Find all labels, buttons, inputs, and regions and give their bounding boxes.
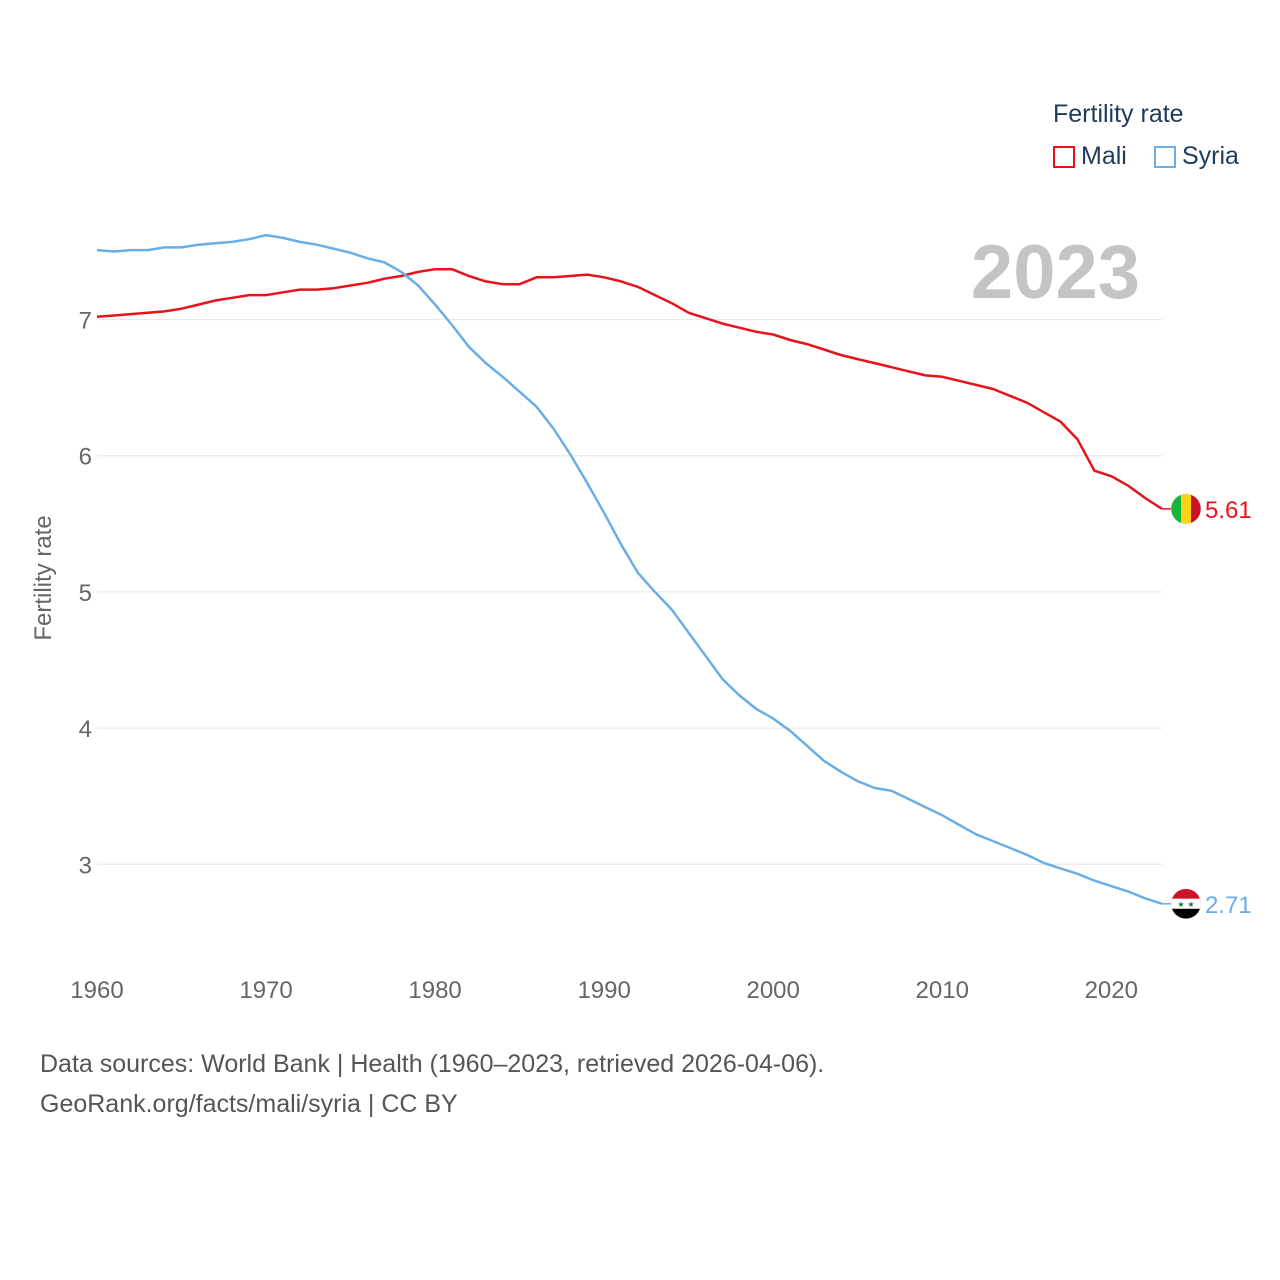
series-line-syria[interactable]: [96, 233, 1163, 905]
legend-label-syria: Syria: [1182, 142, 1239, 170]
gridlines: [97, 319, 1162, 865]
legend-swatch-mali: [1053, 145, 1075, 168]
x-tick-label: 2010: [916, 977, 969, 1004]
series-lines: [96, 233, 1163, 905]
legend-item-syria[interactable]: Syria: [1154, 142, 1239, 171]
svg-text:★: ★: [1187, 900, 1194, 909]
data-sources: Data sources: World Bank | Health (1960–…: [40, 1044, 824, 1124]
x-tick-label: 1980: [408, 977, 461, 1004]
x-tick-label: 1970: [239, 977, 292, 1004]
end-markers: 5.61★ ★ 2.71: [1162, 493, 1252, 920]
y-tick-label: 4: [79, 716, 92, 743]
y-tick-labels: 3 4 5 6 7: [79, 308, 92, 880]
y-axis-label: Fertility rate: [30, 515, 57, 640]
y-tick-label: 6: [79, 444, 92, 471]
y-tick-label: 7: [79, 308, 92, 335]
x-tick-label: 1960: [70, 977, 123, 1004]
legend-item-mali[interactable]: Mali: [1053, 142, 1127, 171]
legend-title: Fertility rate: [1053, 100, 1184, 128]
sources-line-2: GeoRank.org/facts/mali/syria | CC BY: [40, 1090, 458, 1118]
y-tick-label: 3: [79, 852, 92, 879]
series-line-mali[interactable]: [96, 267, 1163, 510]
y-tick-label: 5: [79, 580, 92, 607]
x-tick-label: 1990: [577, 977, 630, 1004]
x-tick-label: 2000: [746, 977, 799, 1004]
end-value-label-mali: 5.61: [1205, 497, 1252, 524]
year-label: 2023: [971, 230, 1140, 315]
flag-mali-icon: [1170, 493, 1202, 525]
sources-line-1: Data sources: World Bank | Health (1960–…: [40, 1050, 825, 1078]
svg-text:★: ★: [1177, 900, 1184, 909]
x-tick-label: 2020: [1085, 977, 1138, 1004]
x-tick-labels: 1960 1970 1980 1990 2000 2010 2020: [70, 977, 1138, 1004]
end-value-label-syria: 2.71: [1205, 892, 1252, 919]
legend-swatch-syria: [1154, 145, 1176, 168]
flag-syria-icon: ★ ★: [1170, 888, 1202, 920]
legend-label-mali: Mali: [1081, 142, 1127, 170]
